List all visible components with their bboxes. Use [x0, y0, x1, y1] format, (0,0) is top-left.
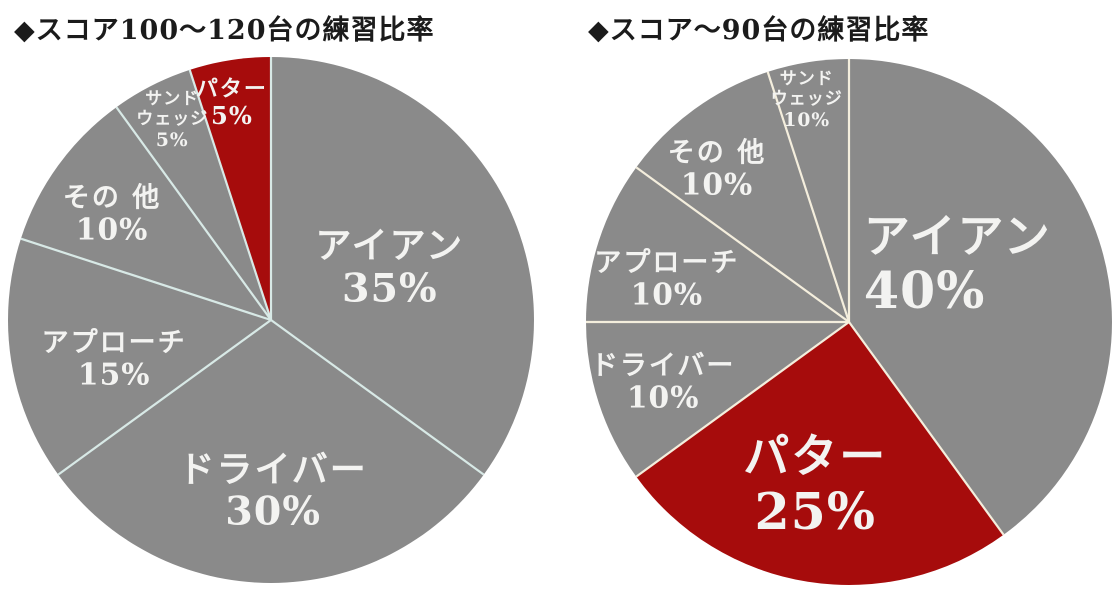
pie-slice-1 — [636, 322, 1004, 585]
slice-label-5: パター 5% — [195, 76, 268, 130]
pie-svg — [7, 57, 535, 583]
pie-slice-2 — [586, 322, 849, 477]
pie-slice-3 — [586, 167, 849, 322]
pie-chart-score-under-90: ◆スコア〜90台の練習比率 アイアン 40% パター 25% ドライバー 10% アプローチ… — [560, 0, 1120, 592]
slice-divider — [188, 69, 273, 321]
pie-left: アイアン 35% ドライバー 30% アプローチ 15% その 他 10% サンド ウェッジ 5% パ… — [7, 56, 535, 584]
slice-divider — [848, 321, 1005, 536]
slice-label-2: アプローチ 15% — [41, 327, 187, 393]
slice-divider — [115, 106, 272, 321]
pie-slice-3 — [20, 107, 272, 320]
pie-svg — [586, 59, 1112, 585]
chart-title-right: ◆スコア〜90台の練習比率 — [588, 15, 930, 46]
slice-divider — [20, 237, 272, 322]
slice-label-0: アイアン 35% — [315, 224, 465, 312]
pie-slice-1 — [58, 320, 484, 583]
slice-label-4: その 他 10% — [667, 137, 767, 203]
slice-divider — [270, 319, 485, 476]
slice-label-5: サンド ウェッジ 10% — [770, 69, 843, 132]
pie-chart-score-100-120: ◆スコア100〜120台の練習比率 アイアン 35% ドライバー 30% アプローチ 15… — [7, 15, 535, 584]
slice-divider — [635, 321, 850, 478]
slice-label-1: ドライバー 30% — [178, 448, 368, 536]
slice-label-1: パター 25% — [743, 429, 888, 541]
pie-slice-0 — [271, 57, 535, 475]
slice-label-0: アイアン 40% — [863, 208, 1052, 321]
pie-right: アイアン 40% パター 25% ドライバー 10% アプローチ 10% その 他 10% サンドウ… — [585, 58, 1113, 586]
slice-divider — [766, 71, 851, 323]
slice-label-3: その 他 10% — [62, 182, 162, 248]
slice-label-4: サンド ウェッジ 5% — [136, 88, 209, 151]
slice-label-3: アプローチ 10% — [594, 247, 740, 313]
slice-divider — [57, 319, 272, 476]
slice-divider — [635, 166, 850, 323]
pie-slice-4 — [636, 71, 849, 323]
pie-slice-0 — [849, 59, 1112, 535]
pie-slice-4 — [116, 69, 271, 321]
chart-title-left: ◆スコア100〜120台の練習比率 — [14, 15, 435, 46]
pie-slice-2 — [7, 238, 271, 475]
slice-label-2: ドライバー 10% — [590, 350, 736, 416]
